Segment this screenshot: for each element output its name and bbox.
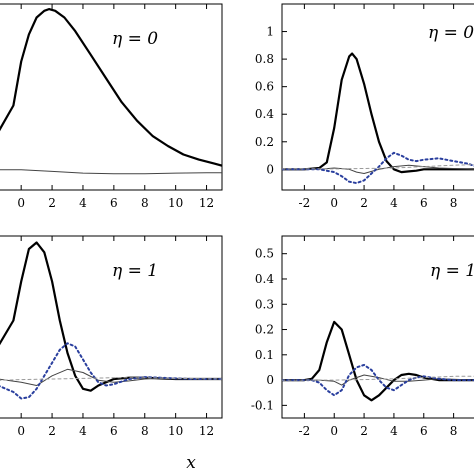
- x-tick-label: 12: [199, 196, 214, 210]
- series-line-thick: [282, 320, 474, 402]
- x-tick-label: 0: [17, 196, 25, 210]
- y-tick-label: -0.1: [251, 398, 274, 412]
- y-tick-label: 0.1: [255, 348, 274, 362]
- x-tick-label: 8: [141, 196, 149, 210]
- x-tick-label: 6: [110, 196, 118, 210]
- x-tick-label: 8: [141, 424, 149, 438]
- x-tick-label: 0: [330, 424, 338, 438]
- panel-frame: [281, 235, 474, 419]
- x-tick-label: 8: [450, 424, 458, 438]
- y-tick-label: 0.2: [255, 323, 274, 337]
- series-line-thick: [0, 8, 222, 167]
- y-tick-label: 0.6: [255, 80, 274, 94]
- x-tick-label: 6: [420, 424, 428, 438]
- y-tick-label: 0.2: [255, 135, 274, 149]
- x-tick-label: 10: [168, 424, 183, 438]
- panel-top-right: -2 0 2 4 6 8 0 0.2 0.4 0.6 0.8 1 η = 0.: [255, 3, 474, 210]
- x-tick-label: 2: [48, 196, 56, 210]
- eta-annotation: η = 1: [430, 261, 474, 281]
- panel-bottom-right: -2 0 2 4 6 8 -0.1 0 0.1 0.2 0.3 0.4 0.5 η = 1: [251, 235, 474, 438]
- panel-frame: [0, 235, 223, 419]
- y-tick-label: 0.5: [255, 247, 274, 261]
- x-tick-label: 4: [79, 424, 87, 438]
- x-tick-label: 4: [390, 424, 398, 438]
- series-line-thick: [0, 241, 222, 392]
- series-line-dotted: [0, 342, 222, 400]
- series-line-thin: [0, 368, 222, 386]
- x-tick-label: 6: [420, 196, 428, 210]
- series-line-thin: [282, 374, 474, 386]
- panel-frame: [281, 3, 474, 191]
- y-tick-label: 0: [266, 162, 274, 176]
- y-tick-label: 0.3: [255, 297, 274, 311]
- y-tick-label: 0: [266, 373, 274, 387]
- eta-annotation: η = 0: [112, 29, 158, 49]
- x-tick-label: 0: [330, 196, 338, 210]
- y-tick-label: 0.8: [255, 52, 274, 66]
- panel-top-left: 0 2 4 6 8 10 12 η = 0: [0, 3, 223, 210]
- x-tick-label: -2: [299, 424, 311, 438]
- x-tick-label: 4: [390, 196, 398, 210]
- x-tick-label: 2: [360, 196, 368, 210]
- x-tick-label: 8: [450, 196, 458, 210]
- x-tick-label: 0: [17, 424, 25, 438]
- series-line-thick: [282, 52, 474, 174]
- x-axis-label: x: [186, 453, 196, 473]
- x-tick-label: 2: [48, 424, 56, 438]
- x-tick-label: 10: [168, 196, 183, 210]
- series-line-thin: [282, 164, 474, 174]
- y-tick-label: 1: [266, 25, 274, 39]
- x-tick-label: 2: [360, 424, 368, 438]
- panel-frame: [0, 3, 223, 191]
- x-tick-label: 12: [199, 424, 214, 438]
- x-tick-label: 6: [110, 424, 118, 438]
- series-line-thin: [0, 169, 222, 175]
- x-tick-label: 4: [79, 196, 87, 210]
- y-tick-label: 0.4: [255, 272, 274, 286]
- y-tick-label: 0.4: [255, 107, 274, 121]
- eta-annotation: η = 1: [112, 261, 158, 281]
- series-line-dotted: [282, 151, 474, 185]
- eta-annotation: η = 0.: [428, 23, 474, 43]
- x-tick-label: -2: [299, 196, 311, 210]
- panel-bottom-left: 0 2 4 6 8 10 12 η = 1: [0, 235, 223, 438]
